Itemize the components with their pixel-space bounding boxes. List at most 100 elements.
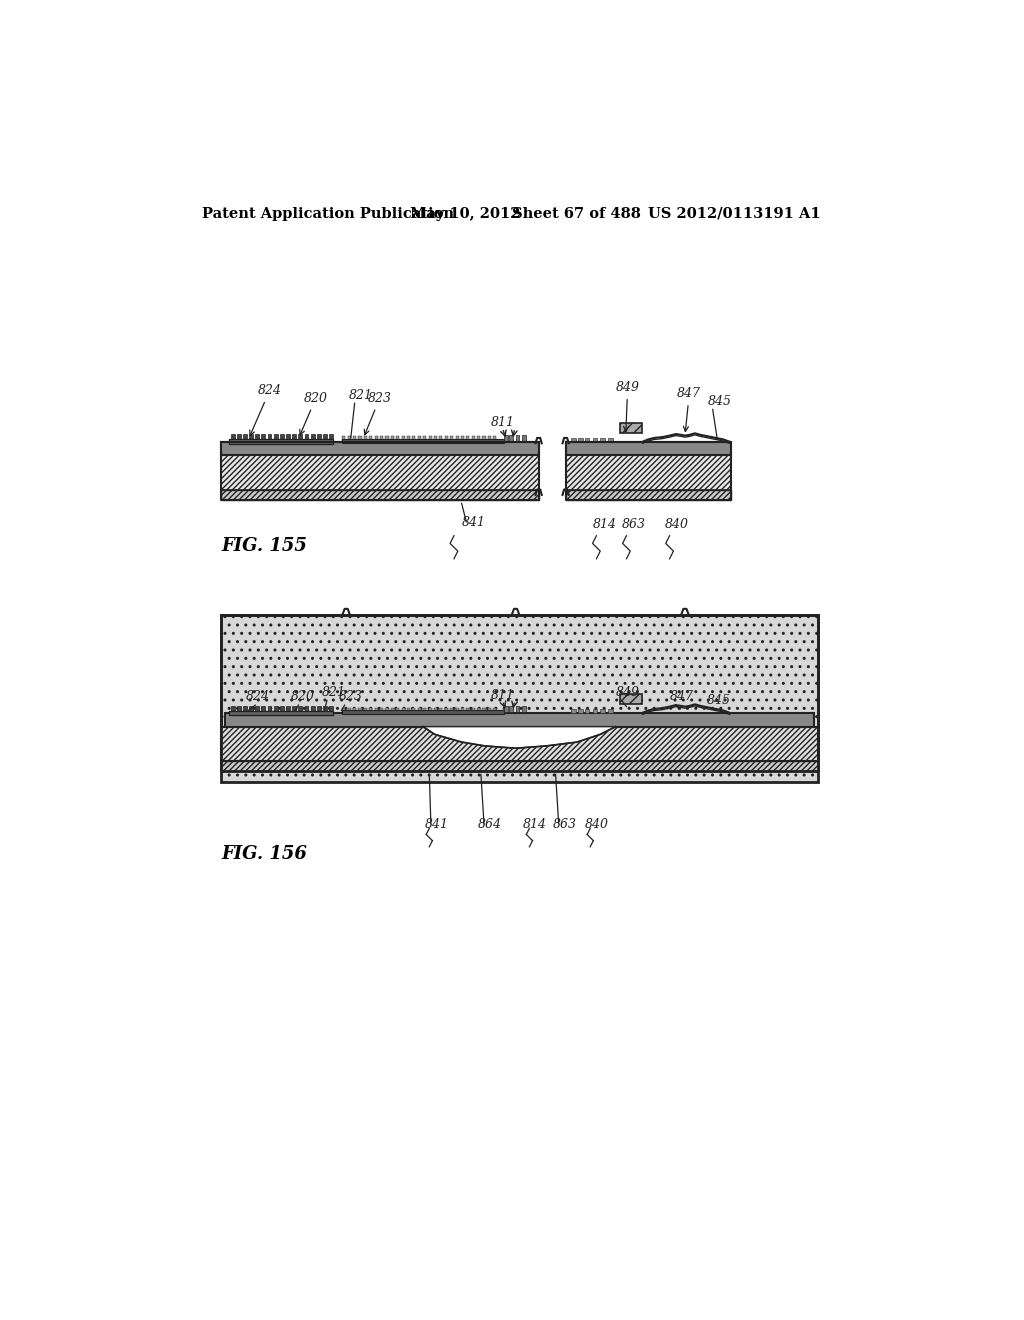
Bar <box>286 706 290 713</box>
Bar <box>429 437 432 442</box>
Bar <box>418 437 421 442</box>
Text: 823: 823 <box>365 392 392 434</box>
Bar <box>487 437 490 442</box>
Bar <box>380 437 383 442</box>
Bar <box>521 434 525 441</box>
Bar <box>364 437 367 442</box>
Bar <box>255 706 259 713</box>
Bar <box>292 706 296 713</box>
Bar <box>286 434 290 442</box>
Bar <box>261 434 265 442</box>
Text: 824: 824 <box>246 690 270 704</box>
Bar <box>358 437 361 442</box>
Bar <box>439 708 442 713</box>
Text: 840: 840 <box>665 517 689 531</box>
Bar <box>621 424 642 433</box>
Text: 840: 840 <box>585 818 609 832</box>
Bar <box>267 434 271 442</box>
Bar <box>310 706 314 713</box>
Bar <box>316 706 321 713</box>
Bar <box>429 708 432 713</box>
Bar <box>370 437 373 442</box>
Bar <box>466 437 469 442</box>
Bar <box>221 726 818 762</box>
Text: 845: 845 <box>708 395 732 408</box>
Text: 841: 841 <box>462 516 485 529</box>
Bar <box>342 437 345 442</box>
Polygon shape <box>423 726 615 748</box>
Bar <box>472 708 475 713</box>
Bar <box>578 709 583 713</box>
Bar <box>407 437 410 442</box>
Bar <box>323 706 327 713</box>
Text: 811: 811 <box>490 689 514 702</box>
Bar <box>243 434 247 442</box>
Bar <box>401 708 404 713</box>
Bar <box>509 434 513 441</box>
Text: 821: 821 <box>348 388 373 401</box>
Bar <box>456 708 459 713</box>
Bar <box>585 438 590 442</box>
Bar <box>418 708 421 713</box>
Bar <box>482 437 485 442</box>
Bar <box>267 706 271 713</box>
Bar <box>451 437 454 442</box>
Bar <box>593 438 597 442</box>
Bar <box>237 706 241 713</box>
Bar <box>304 706 308 713</box>
Bar <box>364 708 367 713</box>
Bar <box>396 437 399 442</box>
Bar <box>571 438 575 442</box>
Bar <box>593 709 597 713</box>
Bar <box>249 434 253 442</box>
Bar <box>330 706 333 713</box>
Bar <box>477 437 480 442</box>
Bar <box>280 434 284 442</box>
Bar <box>348 708 351 713</box>
Bar <box>249 706 253 713</box>
Text: 814: 814 <box>593 517 616 531</box>
Bar <box>434 437 437 442</box>
Bar <box>273 706 278 713</box>
Bar <box>451 708 454 713</box>
Bar <box>494 708 497 713</box>
Bar <box>385 437 388 442</box>
Bar <box>255 434 259 442</box>
Bar <box>461 437 464 442</box>
Text: FIG. 156: FIG. 156 <box>221 845 307 863</box>
Bar <box>298 434 302 442</box>
Bar <box>608 709 612 713</box>
Bar <box>423 437 426 442</box>
Bar <box>298 706 302 713</box>
Bar <box>487 708 490 713</box>
Bar <box>407 708 410 713</box>
Text: 863: 863 <box>622 517 646 531</box>
Bar <box>413 437 416 442</box>
Bar <box>221 442 539 455</box>
Bar <box>330 434 333 442</box>
Bar <box>391 708 394 713</box>
Text: 814: 814 <box>523 818 547 832</box>
Text: 847: 847 <box>670 690 693 704</box>
Text: 863: 863 <box>553 818 577 832</box>
Bar <box>565 455 731 490</box>
Bar <box>342 440 504 442</box>
Text: 841: 841 <box>425 818 449 832</box>
Bar <box>444 437 447 442</box>
Text: 811: 811 <box>490 416 514 429</box>
Text: 824: 824 <box>250 384 282 436</box>
Bar <box>477 708 480 713</box>
Text: 849: 849 <box>615 686 640 698</box>
Bar <box>509 706 513 711</box>
Bar <box>521 706 525 711</box>
Bar <box>608 438 612 442</box>
Bar <box>225 713 814 726</box>
Bar <box>413 708 416 713</box>
Bar <box>221 615 818 781</box>
Bar <box>310 434 314 442</box>
Bar <box>221 455 539 490</box>
Bar <box>565 490 731 499</box>
Bar <box>423 708 426 713</box>
Bar <box>456 437 459 442</box>
Text: US 2012/0113191 A1: US 2012/0113191 A1 <box>648 207 820 220</box>
